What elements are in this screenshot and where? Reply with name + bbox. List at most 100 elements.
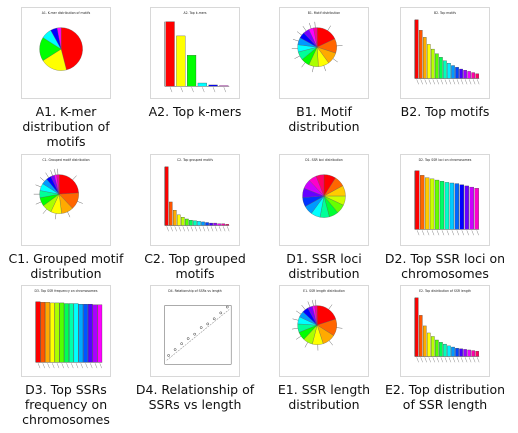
thumbnail-image[interactable]: E2. Top distribution of SSR length bbox=[400, 285, 490, 377]
thumbnail-label[interactable]: A1. K-mer distribution of motifs bbox=[22, 104, 110, 149]
thumbnail-title: B1. Motif distribution bbox=[308, 11, 341, 15]
pie-label-leader bbox=[336, 327, 343, 329]
thumbnail-image[interactable]: B2. Top motifs bbox=[400, 7, 490, 99]
tick-label bbox=[466, 230, 469, 236]
thumbnail-label[interactable]: E1. SSR length distribution bbox=[277, 382, 371, 412]
tick-label bbox=[440, 79, 444, 85]
thumbnail-label[interactable]: D4. Relationship of SSRs vs length bbox=[135, 382, 255, 412]
tick-label bbox=[66, 363, 69, 369]
thumbnail-label[interactable]: C2. Top grouped motifs bbox=[144, 251, 246, 281]
bar bbox=[197, 221, 201, 226]
bar bbox=[447, 345, 451, 357]
bar bbox=[225, 224, 229, 226]
thumbnail-label[interactable]: D2. Top SSR loci on chromosomes bbox=[384, 251, 506, 281]
bar bbox=[217, 223, 221, 226]
thumbnail-image[interactable]: C1. Grouped motif distribution bbox=[21, 154, 111, 246]
thumbnail-label[interactable]: B2. Top motifs bbox=[400, 104, 490, 119]
thumbnail-image[interactable]: C2. Top grouped motifs bbox=[150, 154, 240, 246]
bar bbox=[467, 349, 471, 357]
bar bbox=[418, 30, 423, 79]
tick-label bbox=[71, 363, 74, 369]
tick-label bbox=[94, 363, 98, 369]
bar bbox=[455, 67, 459, 79]
pie-label-leader bbox=[307, 301, 311, 308]
bar bbox=[35, 301, 41, 363]
bar bbox=[49, 302, 55, 363]
thumbnail-label[interactable]: B1. Motif distribution bbox=[288, 104, 360, 134]
thumbnail-image[interactable]: D3. Top SSR frequency on chromosomes bbox=[21, 285, 111, 377]
tick-label bbox=[468, 79, 472, 85]
tick-label bbox=[468, 357, 472, 363]
tick-label bbox=[436, 79, 440, 85]
tick-label bbox=[169, 87, 173, 93]
tick-label bbox=[472, 79, 476, 85]
pie-slice bbox=[313, 27, 318, 48]
thumbnail-label[interactable]: A2. Top k-mers bbox=[148, 104, 242, 119]
tick-label bbox=[416, 79, 419, 85]
pie-label-leader bbox=[35, 184, 42, 188]
tick-label bbox=[206, 226, 210, 232]
scatter-point bbox=[180, 342, 183, 346]
bar bbox=[189, 219, 193, 226]
thumbnail-image[interactable]: A2. Top k-mers bbox=[150, 7, 240, 99]
bar bbox=[447, 63, 451, 79]
pie-label-leader bbox=[296, 310, 302, 315]
thumbnail-image[interactable]: D1. SSR loci distribution bbox=[279, 154, 369, 246]
tick-label bbox=[99, 363, 102, 369]
bar bbox=[164, 166, 169, 226]
pie-label-leader bbox=[312, 300, 314, 306]
tick-label bbox=[456, 230, 460, 236]
pie-label-leader bbox=[292, 327, 298, 330]
bar bbox=[193, 220, 197, 226]
bar bbox=[469, 186, 474, 230]
tick-label bbox=[476, 230, 479, 236]
bar bbox=[435, 53, 439, 79]
tick-label bbox=[436, 357, 440, 363]
tick-label bbox=[190, 226, 194, 232]
thumbnail-image[interactable]: D4. Relationship of SSRs vs length bbox=[150, 285, 240, 377]
thumbnail-image[interactable]: B1. Motif distribution bbox=[279, 7, 369, 99]
bar bbox=[176, 35, 186, 87]
tick-label bbox=[456, 357, 460, 363]
pie-label-leader bbox=[304, 342, 308, 348]
bar bbox=[439, 342, 443, 357]
thumbnail-label[interactable]: D3. Top SSRs frequency on chromosomes bbox=[22, 382, 110, 427]
thumbnail-image[interactable]: D2. Top SSR loci on chromosomes bbox=[400, 154, 490, 246]
thumbnail-title: C1. Grouped motif distribution bbox=[42, 158, 89, 162]
pie-label-leader bbox=[54, 169, 56, 175]
bar bbox=[172, 210, 177, 226]
tick-label bbox=[80, 363, 83, 369]
chart-thumbnail: D2. Top SSR loci on chromosomes bbox=[414, 158, 480, 236]
bar bbox=[471, 72, 475, 79]
bar bbox=[418, 315, 423, 357]
thumbnail-title: B2. Top motifs bbox=[434, 11, 456, 15]
bar bbox=[474, 188, 479, 230]
thumbnail-title: E2. Top distribution of SSR length bbox=[419, 289, 471, 293]
thumbnail-label[interactable]: D1. SSR loci distribution bbox=[286, 251, 362, 281]
bar bbox=[451, 65, 455, 79]
thumbnail-label[interactable]: E2. Top distribution of SSR length bbox=[384, 382, 506, 412]
bar bbox=[73, 303, 79, 363]
thumbnail-label[interactable]: C1. Grouped motif distribution bbox=[8, 251, 124, 281]
tick-label bbox=[85, 363, 88, 369]
bar bbox=[97, 304, 103, 363]
tick-label bbox=[464, 79, 468, 85]
pie-label-leader bbox=[327, 25, 331, 31]
tick-label bbox=[218, 226, 222, 232]
pie-label-leader bbox=[67, 211, 71, 218]
tick-label bbox=[477, 79, 480, 85]
tick-label bbox=[428, 357, 431, 363]
thumbnail-image[interactable]: A1. K-mer distribution of motifs bbox=[21, 7, 111, 99]
pie-slice bbox=[56, 27, 62, 50]
chart-thumbnail: D3. Top SSR frequency on chromosomes bbox=[35, 289, 103, 369]
tick-label bbox=[180, 87, 183, 93]
chart-thumbnail: C1. Grouped motif distribution bbox=[33, 158, 90, 220]
pie-label-leader bbox=[77, 201, 83, 204]
tick-label bbox=[460, 79, 464, 85]
chart-thumbnail: D1. SSR loci distribution bbox=[302, 158, 346, 218]
bar bbox=[40, 302, 46, 363]
tick-label bbox=[61, 363, 64, 369]
thumbnail-image[interactable]: E1. SSR length distribution bbox=[279, 285, 369, 377]
bar bbox=[431, 48, 435, 79]
pie-slice bbox=[315, 174, 325, 197]
